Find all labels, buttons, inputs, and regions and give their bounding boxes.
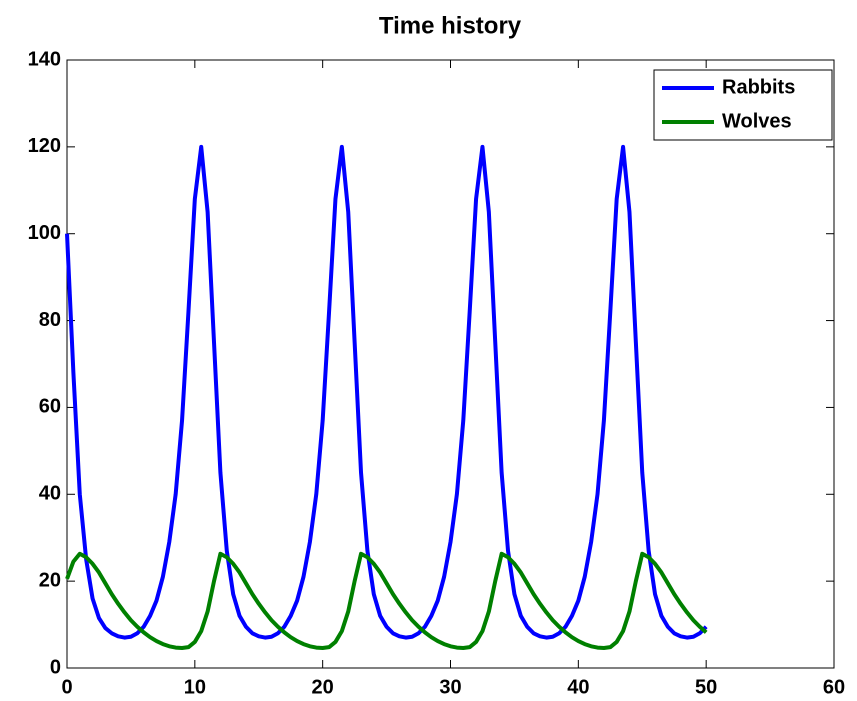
series-line xyxy=(65,551,708,651)
x-tick-label: 0 xyxy=(61,676,72,698)
x-tick-label: 40 xyxy=(567,676,589,698)
y-tick-label: 100 xyxy=(28,222,61,244)
x-tick-label: 20 xyxy=(312,676,334,698)
x-tick-label: 10 xyxy=(184,676,206,698)
legend-label: Rabbits xyxy=(722,76,795,98)
y-tick-label: 120 xyxy=(28,135,61,157)
x-tick-label: 30 xyxy=(439,676,461,698)
plot-area xyxy=(66,59,835,669)
y-tick-label: 80 xyxy=(39,309,61,331)
chart-title: Time history xyxy=(379,12,522,39)
series-line xyxy=(65,144,708,640)
y-tick-label: 0 xyxy=(50,656,61,678)
y-tick-label: 20 xyxy=(39,569,61,591)
x-tick-label: 50 xyxy=(695,676,717,698)
y-tick-label: 60 xyxy=(39,396,61,418)
x-tick-label: 60 xyxy=(823,676,845,698)
y-tick-label: 140 xyxy=(28,48,61,70)
legend-box xyxy=(653,69,833,141)
y-tick-label: 40 xyxy=(39,483,61,505)
legend-label: Wolves xyxy=(722,110,792,132)
